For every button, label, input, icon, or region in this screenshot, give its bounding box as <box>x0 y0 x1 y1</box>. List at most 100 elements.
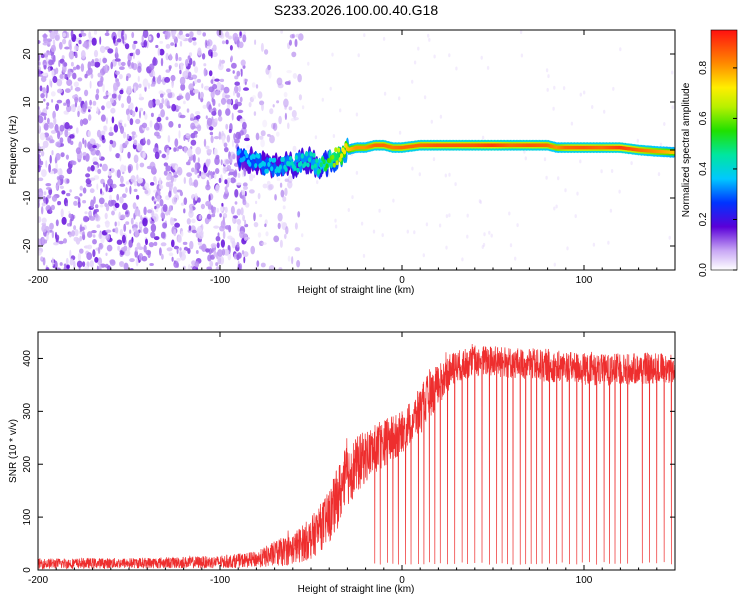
spectrogram-noise-cell <box>94 164 98 173</box>
spectrogram-noise-cell <box>97 168 102 174</box>
spectrogram-noise-cell <box>63 102 67 106</box>
spectrogram-noise-cell <box>203 164 208 173</box>
spectrogram-noise-cell <box>291 110 297 118</box>
spectrogram-noise-cell <box>119 119 123 124</box>
spectrogram-noise-cell <box>171 30 177 36</box>
spectrogram-noise-cell <box>226 68 231 72</box>
spectrogram-noise-cell <box>223 248 230 256</box>
spectrogram-noise-cell <box>113 124 119 133</box>
spectrogram-noise-cell <box>119 229 124 236</box>
spectrogram-noise-cell <box>172 35 176 40</box>
spectrogram-noise-cell <box>46 194 52 199</box>
spectrogram-noise-cell <box>232 103 239 110</box>
spectrogram-noise-cell <box>100 130 106 136</box>
spectrogram-noise-cell <box>155 99 161 106</box>
spectrogram-noise-cell <box>398 96 401 101</box>
spectrogram-noise-cell <box>77 201 81 208</box>
spectrogram-noise-cell <box>77 77 83 82</box>
spectrogram-x-ticks: -200 -100 0 100 <box>28 30 676 286</box>
spectrogram-noise-cell <box>215 168 220 174</box>
spectrogram-noise-cell <box>90 199 95 209</box>
spectrogram-noise-cell <box>73 236 79 242</box>
spectrogram-noise-cell <box>148 35 152 41</box>
spectrogram-noise-cell <box>69 189 72 193</box>
spectrogram-noise-cell <box>236 92 241 98</box>
spectrogram-noise-cell <box>194 134 198 138</box>
spectrogram-noise-cell <box>357 53 360 58</box>
spectrogram-noise-cell <box>141 34 144 44</box>
spectrogram-noise-cell <box>225 159 230 165</box>
spectrogram-noise-cell <box>255 132 260 141</box>
spectrogram-noise-cell <box>657 172 661 177</box>
spectrogram-noise-cell <box>196 78 201 83</box>
spectrogram-noise-cell <box>62 38 67 45</box>
spectrogram-noise-cell <box>236 241 240 248</box>
spectrogram-noise-cell <box>149 63 155 71</box>
spectrogram-noise-cell <box>329 86 332 91</box>
spectrogram-noise-cell <box>230 177 236 184</box>
spectrogram-noise-cell <box>51 69 55 78</box>
spectrogram-noise-cell <box>180 202 185 206</box>
spectrogram-noise-cell <box>195 115 201 120</box>
snr-y-tick-label: 100 <box>22 508 33 525</box>
spectrogram-noise-cell <box>154 151 160 160</box>
spectrogram-noise-cell <box>223 86 230 94</box>
spectrogram-noise-cell <box>125 211 129 215</box>
spectrogram-noise-cell <box>68 125 73 129</box>
spectrogram-ridge-cell <box>303 161 307 167</box>
spectrogram-noise-cell <box>213 250 217 258</box>
spectrogram-noise-cell <box>144 190 149 194</box>
spectrogram-noise-cell <box>69 134 75 139</box>
spectrogram-ridge-cell <box>257 153 261 159</box>
spectrogram-x-tick-label: 0 <box>399 275 405 286</box>
spectrogram-noise-cell <box>69 249 72 259</box>
spectrogram-noise-cell <box>82 151 87 156</box>
colorbar-tick-label: 0.0 <box>698 263 709 277</box>
spectrogram-noise-cell <box>78 96 82 103</box>
spectrogram-noise-cell <box>233 85 239 94</box>
spectrogram-noise-cell <box>232 153 236 160</box>
spectrogram-noise-cell <box>45 137 51 141</box>
spectrogram-noise-cell <box>91 59 94 64</box>
spectrogram-noise-cell <box>139 110 141 119</box>
spectrogram-noise-cell <box>214 156 220 166</box>
spectrogram-noise-cell <box>334 224 338 229</box>
spectrogram-noise-cell <box>610 169 614 173</box>
spectrogram-noise-cell <box>224 206 228 213</box>
spectrogram-noise-cell <box>274 193 277 201</box>
snr-y-tick-label: 200 <box>22 455 33 472</box>
spectrogram-noise-cell <box>96 129 102 138</box>
spectrogram-noise-cell <box>170 74 176 82</box>
spectrogram-noise-cell <box>316 180 319 185</box>
spectrogram-noise-cell <box>126 133 130 139</box>
spectrogram-noise-cell <box>46 84 49 94</box>
spectrogram-noise-cell <box>175 52 179 62</box>
spectrogram-y-tick-label: 0 <box>22 147 33 153</box>
spectrogram-noise-cell <box>93 49 99 58</box>
spectrogram-noise-cell <box>224 94 231 99</box>
spectrogram-noise-cell <box>92 161 98 165</box>
spectrogram-noise-cell <box>382 36 386 41</box>
spectrogram-noise-cell <box>125 108 130 116</box>
spectrogram-noise-cell <box>210 254 215 260</box>
spectrogram-noise-cell <box>101 163 108 172</box>
spectrogram-noise-cell <box>583 90 586 95</box>
spectrogram-noise-cell <box>54 260 58 270</box>
spectrogram-noise-cell <box>70 61 74 67</box>
spectrogram-noise-cell <box>191 218 196 224</box>
spectrogram-ridge-layer <box>236 137 675 180</box>
spectrogram-noise-cell <box>229 45 233 51</box>
spectrogram-noise-cell <box>251 95 256 100</box>
spectrogram-noise-cell <box>243 185 248 190</box>
spectrogram-noise-layer <box>38 30 674 270</box>
spectrogram-noise-cell <box>161 253 164 260</box>
spectrogram-noise-cell <box>509 243 513 248</box>
spectrogram-noise-cell <box>98 264 102 270</box>
spectrogram-noise-cell <box>127 151 131 159</box>
spectrogram-noise-cell <box>262 119 268 128</box>
spectrogram-x-tick-label: -200 <box>28 275 48 286</box>
spectrogram-noise-cell <box>121 234 126 244</box>
spectrogram-noise-cell <box>85 153 88 161</box>
spectrogram-noise-cell <box>433 54 436 59</box>
